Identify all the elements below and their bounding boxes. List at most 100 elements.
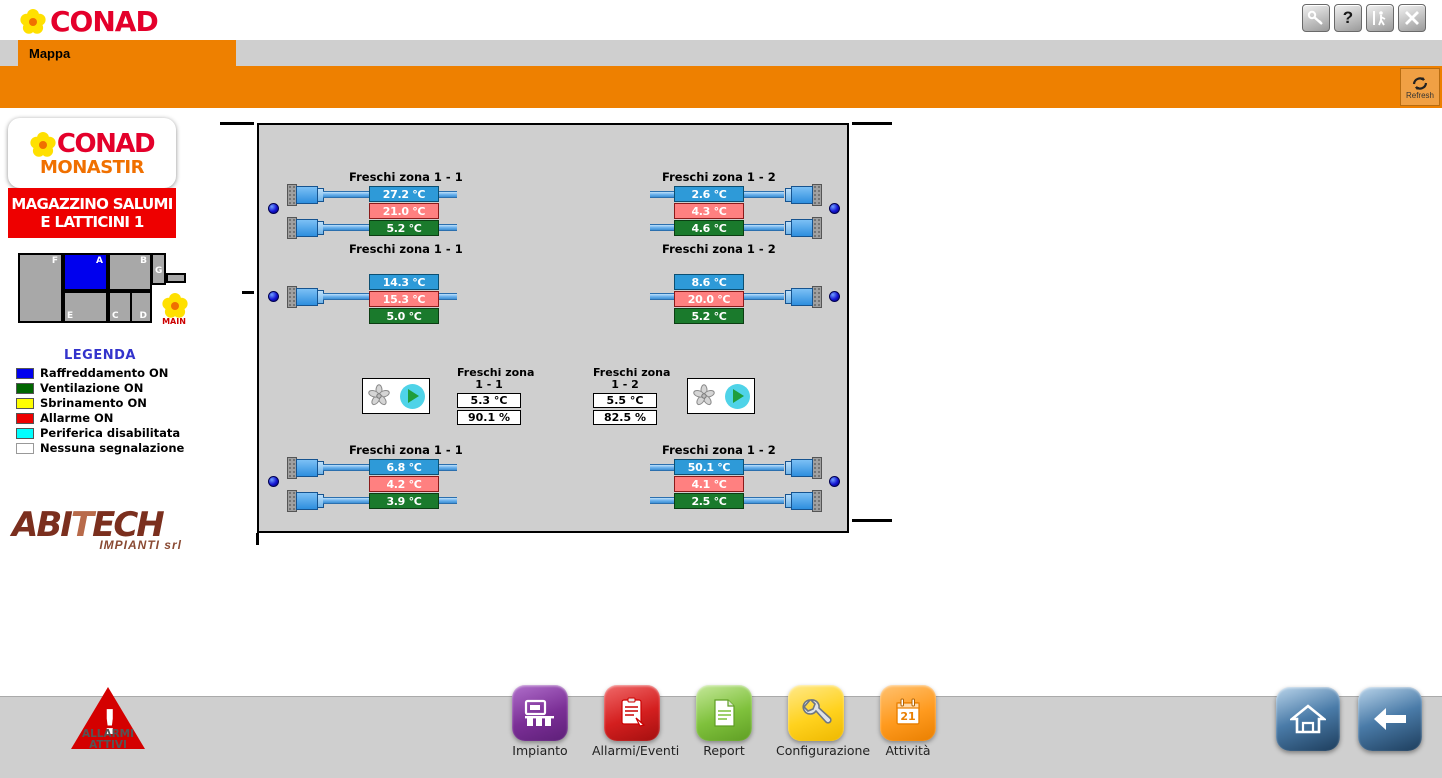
banner-line-1: MAGAZZINO SALUMI [11,195,173,213]
zone-led-top-right [829,203,840,214]
close-icon[interactable] [1398,4,1426,32]
evaporator-unit[interactable] [287,457,329,479]
legend-item-cooling: Raffreddamento ON [16,366,190,380]
evaporator-body [296,492,318,510]
readout-temperature: 5.5 °C [593,393,657,408]
sidebar: CONAD MONASTIR MAGAZZINO SALUMI E LATTIC… [0,108,200,696]
nav-configurazione[interactable]: Configurazione [776,685,870,758]
zone-value-supply: 6.8 °C [369,459,439,475]
document-icon [696,685,752,741]
floorplan-room-E[interactable]: E [63,291,108,323]
evaporator-unit[interactable] [780,490,822,512]
legend-swatch-defrost [16,397,34,409]
evaporator-body [791,219,813,237]
floorplan-room-G[interactable]: G [151,253,166,285]
corner-buttons [1276,687,1422,751]
zone-value-alarm: 15.3 °C [369,291,439,307]
zone-value-return: 3.9 °C [369,493,439,509]
nav-buttons: Impianto Allarmi/Eventi [500,685,948,758]
floorplan-room-E-label: E [67,311,74,321]
legend-swatch-cooling [16,367,34,379]
readout-humidity: 90.1 % [457,410,521,425]
legend-swatch-alarm [16,412,34,424]
logout-icon[interactable] [1366,4,1394,32]
bottom-toolbar: ! ALLARMI ATTIVI Impianto [0,685,1442,778]
nav-report[interactable]: Report [684,685,764,758]
vendor-name-part2: T [70,505,94,545]
zone-value-alarm: 4.2 °C [369,476,439,492]
nav-allarmi-eventi[interactable]: Allarmi/Eventi [592,685,679,758]
evaporator-grill-icon [812,184,822,206]
back-button[interactable] [1358,687,1422,751]
zone-value-supply: 14.3 °C [369,274,439,290]
readout-temperature: 5.3 °C [457,393,521,408]
page-toolbar: Refresh [0,66,1442,108]
zone-value-supply: 8.6 °C [674,274,744,290]
readout-title-line1: Freschi zona [457,366,535,379]
legend-item-alarm: Allarme ON [16,411,190,425]
zone-value-supply: 50.1 °C [674,459,744,475]
help-glyph: ? [1342,8,1354,27]
refresh-button[interactable]: Refresh [1400,68,1440,106]
zone-title-bottom-right: Freschi zona 1 - 2 [662,443,776,457]
active-alarms-label-2: ATTIVI [89,739,127,751]
evaporator-body [296,219,318,237]
fan-left-button[interactable] [362,378,430,414]
mimic-canvas: Freschi zona 1 - 1 27.2 °C 21.0 °C 5.2 °… [200,108,1442,696]
evaporator-unit[interactable] [780,286,822,308]
nav-impianto[interactable]: Impianto [500,685,580,758]
play-icon [399,383,425,409]
active-alarms-button[interactable]: ! ALLARMI ATTIVI [62,687,154,751]
evaporator-unit[interactable] [780,184,822,206]
evaporator-unit[interactable] [287,490,329,512]
zone-panel: Freschi zona 1 - 1 27.2 °C 21.0 °C 5.2 °… [257,123,849,533]
selection-handle-top-right [852,122,892,125]
fan-icon [693,384,715,406]
vendor-name-part3: ECH [92,505,165,545]
evaporator-grill-icon [812,217,822,239]
help-icon[interactable]: ? [1334,4,1362,32]
floorplan-room-G-label: G [155,266,163,276]
refresh-icon [1412,76,1428,90]
evaporator-nose [785,188,792,202]
evaporator-unit[interactable] [780,457,822,479]
legend-swatch-disabled [16,427,34,439]
readout-zone-1-2: Freschi zona 1 - 2 5.5 °C 82.5 % [593,367,670,425]
evaporator-body [791,459,813,477]
floorplan-room-D-label: D [139,311,147,321]
fan-right-button[interactable] [687,378,755,414]
key-icon[interactable] [1302,4,1330,32]
floorplan-room-A[interactable]: A [63,253,108,291]
site-city-name: MONASTIR [39,156,145,178]
zone-value-alarm: 4.3 °C [674,203,744,219]
nav-attivita[interactable]: 21 Attività [868,685,948,758]
nav-report-label: Report [703,743,745,758]
legend-title: LEGENDA [64,348,136,363]
svg-text:21: 21 [900,710,915,723]
fan-icon [368,384,390,406]
home-button[interactable] [1276,687,1340,751]
floorplan-room-C-label: C [112,311,119,321]
vendor-name: ABITECH [12,508,182,542]
nav-impianto-label: Impianto [512,743,568,758]
tab-mappa[interactable]: Mappa [18,40,236,66]
zone-value-return: 5.2 °C [674,308,744,324]
evaporator-unit[interactable] [287,286,329,308]
evaporator-body [296,459,318,477]
evaporator-body [791,186,813,204]
floorplan-room-F-label: F [51,256,58,266]
evaporator-nose [785,290,792,304]
site-area-banner: MAGAZZINO SALUMI E LATTICINI 1 [8,188,176,238]
evaporator-body [791,492,813,510]
window-buttons: ? [1302,4,1426,32]
floorplan-room-F[interactable]: F [18,253,63,323]
floorplan-room-B[interactable]: B [108,253,152,291]
floorplan-main-link[interactable]: MAIN [160,293,188,326]
legend-label-disabled: Periferica disabilitata [40,426,181,440]
legend-swatch-none [16,442,34,454]
evaporator-unit[interactable] [780,217,822,239]
floorplan-room-annex[interactable] [166,273,186,283]
floorplan-room-D[interactable]: D [130,291,152,323]
evaporator-body [296,288,318,306]
